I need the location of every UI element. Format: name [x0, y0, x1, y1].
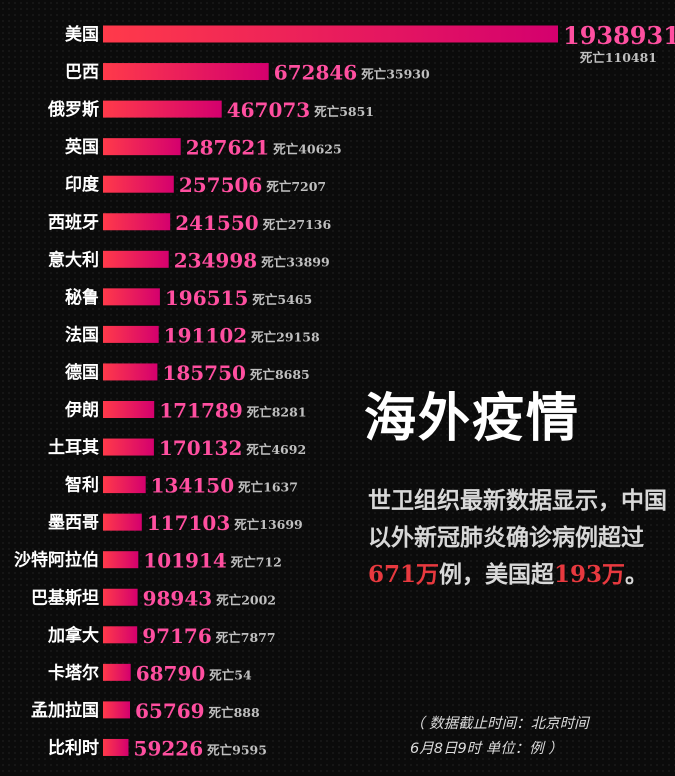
country-label: 比利时 [48, 737, 99, 758]
case-value-label: 134150 [151, 474, 235, 498]
case-value-label: 1938931 [563, 21, 675, 50]
death-label: 死亡29158 [250, 329, 320, 344]
case-value-label: 196515 [165, 286, 249, 310]
death-label: 死亡7207 [265, 179, 326, 194]
bar [103, 250, 169, 268]
case-value-label: 287621 [186, 136, 269, 160]
death-label: 死亡13699 [233, 517, 303, 532]
bar [103, 626, 138, 644]
country-label: 英国 [65, 137, 99, 158]
death-label: 死亡33899 [260, 254, 330, 269]
case-value-label: 97176 [142, 624, 212, 648]
bar [103, 663, 131, 681]
death-label: 死亡35930 [360, 67, 430, 82]
case-value-label: 65769 [135, 699, 205, 723]
country-label: 巴基斯坦 [31, 587, 99, 608]
bar [103, 100, 222, 118]
description-part2: 例，美国超 [439, 561, 555, 588]
country-label: 法国 [65, 324, 99, 345]
country-label: 美国 [65, 24, 99, 45]
page-title: 海外疫情 [364, 388, 581, 449]
case-value-label: 191102 [164, 323, 248, 347]
case-value-label: 101914 [143, 549, 227, 573]
case-value-label: 117103 [147, 511, 231, 535]
death-label: 死亡712 [230, 555, 282, 570]
data-note-line1: （ 数据截止时间：北京时间 [410, 716, 589, 732]
data-note-line2: 6月8日9时 单位：例 ） [410, 741, 563, 757]
country-label: 沙特阿拉伯 [14, 550, 99, 571]
death-label: 死亡110481 [579, 50, 657, 65]
case-value-label: 234998 [174, 248, 258, 272]
bar [103, 138, 181, 156]
death-label: 死亡8281 [246, 405, 307, 420]
description-highlight-usa: 193万 [554, 561, 626, 588]
case-value-label: 672846 [274, 61, 358, 85]
case-value-label: 257506 [179, 173, 263, 197]
case-value-label: 171789 [159, 399, 243, 423]
country-label: 德国 [65, 362, 99, 383]
death-label: 死亡4692 [245, 442, 306, 457]
case-value-label: 241550 [175, 211, 259, 235]
death-label: 死亡5851 [313, 104, 374, 119]
country-label: 加拿大 [47, 625, 99, 646]
data-note: （ 数据截止时间：北京时间 6月8日9时 单位：例 ） [410, 712, 670, 762]
country-label: 孟加拉国 [31, 700, 99, 721]
bar [103, 63, 269, 81]
death-label: 死亡27136 [262, 217, 332, 232]
description-highlight-total: 671万 [368, 561, 440, 588]
bar [103, 288, 160, 306]
case-value-label: 98943 [143, 586, 213, 610]
case-value-label: 68790 [136, 661, 206, 685]
country-label: 西班牙 [48, 213, 99, 233]
country-label: 秘鲁 [65, 287, 99, 308]
bar [103, 25, 558, 43]
death-label: 死亡8685 [249, 367, 310, 382]
bar [103, 213, 171, 231]
country-label: 卡塔尔 [48, 662, 99, 683]
death-label: 死亡40625 [272, 142, 342, 157]
bar [103, 175, 174, 193]
death-label: 死亡9595 [206, 742, 267, 757]
death-label: 死亡1637 [237, 480, 298, 495]
country-label: 土耳其 [48, 437, 99, 458]
bar [103, 551, 139, 569]
bar [103, 476, 146, 494]
country-label: 伊朗 [64, 400, 99, 421]
bar [103, 738, 129, 756]
case-value-label: 467073 [227, 98, 310, 122]
bar [103, 363, 158, 381]
bar [103, 401, 155, 418]
country-label: 智利 [65, 475, 99, 496]
bar [103, 325, 159, 343]
case-value-label: 185750 [162, 361, 246, 385]
death-label: 死亡888 [208, 705, 260, 720]
bar [103, 588, 138, 606]
bar [103, 438, 154, 456]
bar [103, 701, 130, 719]
description-part1: 世卫组织最新数据显示，中国以外新冠肺炎确诊病例超过 [368, 487, 667, 551]
bar [103, 513, 142, 531]
description-part3: 。 [625, 561, 649, 588]
death-label: 死亡5465 [251, 292, 312, 307]
country-label: 印度 [65, 174, 100, 195]
death-label: 死亡54 [208, 667, 252, 682]
case-value-label: 170132 [159, 436, 243, 460]
country-label: 意大利 [48, 249, 99, 270]
case-value-label: 59226 [134, 736, 204, 760]
country-label: 俄罗斯 [47, 99, 99, 120]
death-label: 死亡2002 [215, 592, 276, 607]
death-label: 死亡7877 [215, 630, 276, 645]
description: 世卫组织最新数据显示，中国以外新冠肺炎确诊病例超过 671万例，美国超193万。 [368, 482, 668, 593]
country-label: 巴西 [65, 63, 99, 83]
country-label: 墨西哥 [48, 513, 99, 533]
